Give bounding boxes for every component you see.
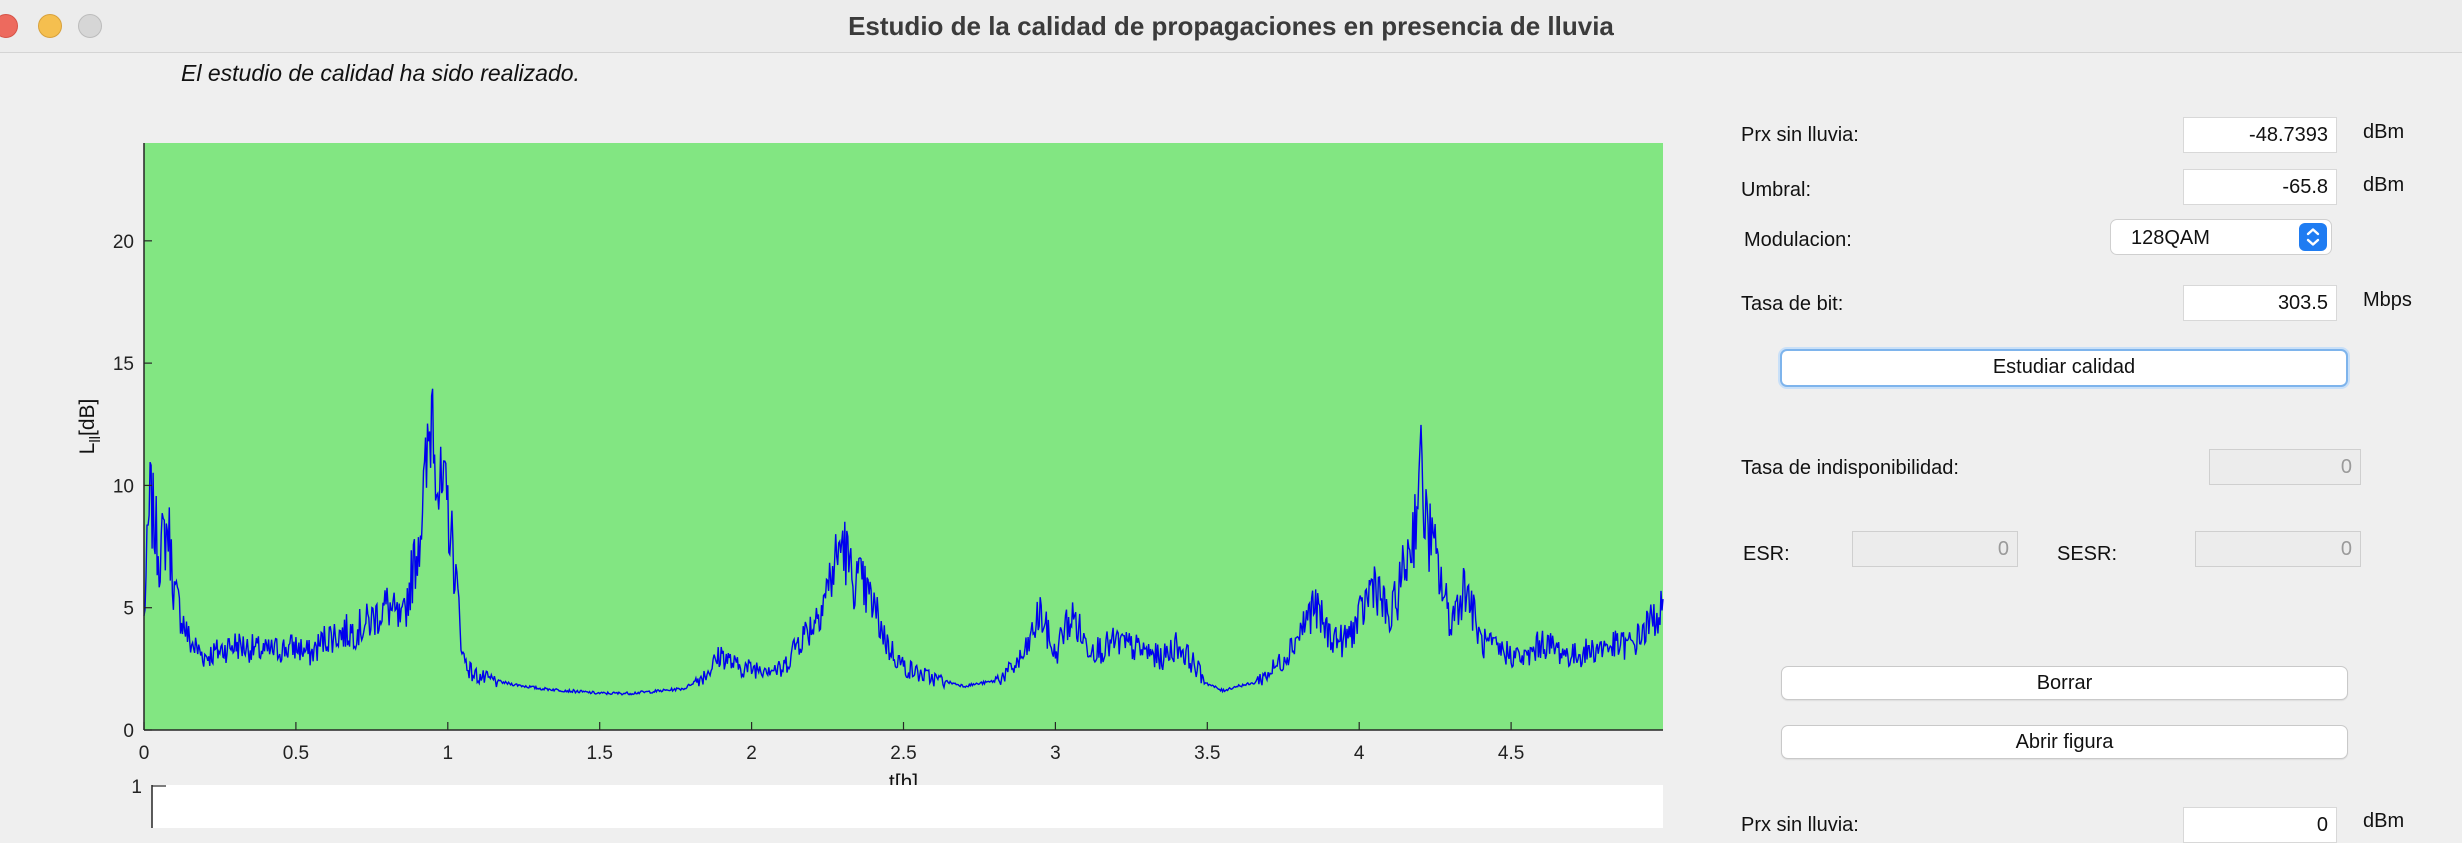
second-y-tick-label: 1 xyxy=(131,777,142,798)
modulacion-select-value: 128QAM xyxy=(2131,227,2210,249)
sesr-label: SESR: xyxy=(2057,543,2118,565)
prx-field[interactable]: -48.7393 xyxy=(2183,117,2337,153)
sesr-field: 0 xyxy=(2195,531,2361,567)
minimize-window-button[interactable] xyxy=(38,14,62,38)
prx-label: Prx sin lluvia: xyxy=(1741,124,1859,146)
window-titlebar: Estudio de la calidad de propagaciones e… xyxy=(0,0,2462,53)
prx-unit: dBm xyxy=(2363,121,2405,143)
tasa-bit-unit: Mbps xyxy=(2363,289,2412,311)
window-title: Estudio de la calidad de propagaciones e… xyxy=(848,11,1614,41)
esr-label: ESR: xyxy=(1743,543,1790,565)
tasa-bit-field[interactable]: 303.5 xyxy=(2183,285,2337,321)
y-tick-label: 5 xyxy=(123,599,134,620)
select-arrows-icon xyxy=(2299,223,2327,251)
status-message: El estudio de calidad ha sido realizado. xyxy=(181,60,580,86)
modulacion-select[interactable]: 128QAM xyxy=(2110,219,2332,255)
y-tick-label: 15 xyxy=(113,354,134,375)
y-tick-label: 10 xyxy=(113,476,134,497)
y-tick-label: 0 xyxy=(123,721,134,742)
open-figure-button[interactable]: Abrir figura xyxy=(1781,725,2348,759)
second-plot-area xyxy=(152,785,1663,828)
x-tick-label: 3.5 xyxy=(1194,743,1220,764)
zoom-window-button[interactable] xyxy=(78,14,102,38)
indisponibilidad-field: 0 xyxy=(2209,449,2361,485)
x-tick-label: 2 xyxy=(746,743,757,764)
attenuation-series-line xyxy=(143,388,1664,696)
x-tick-label: 1.5 xyxy=(586,743,612,764)
plot-area xyxy=(144,143,1663,730)
x-tick-label: 4 xyxy=(1354,743,1365,764)
x-tick-label: 3 xyxy=(1050,743,1061,764)
study-quality-button[interactable]: Estudiar calidad xyxy=(1780,349,2348,387)
prx2-label: Prx sin lluvia: xyxy=(1741,814,1859,836)
prx2-field[interactable]: 0 xyxy=(2183,807,2337,843)
umbral-field[interactable]: -65.8 xyxy=(2183,169,2337,205)
umbral-unit: dBm xyxy=(2363,174,2405,196)
modulacion-label: Modulacion: xyxy=(1744,229,1852,251)
umbral-label: Umbral: xyxy=(1741,179,1812,201)
y-axis-label: Lll[dB] xyxy=(76,399,104,455)
prx2-unit: dBm xyxy=(2363,810,2405,832)
y-tick-label: 20 xyxy=(113,232,134,253)
indisponibilidad-label: Tasa de indisponibilidad: xyxy=(1741,457,1959,479)
x-tick-label: 0 xyxy=(139,743,150,764)
tasa-bit-label: Tasa de bit: xyxy=(1741,293,1844,315)
close-window-button[interactable] xyxy=(0,14,18,38)
x-tick-label: 4.5 xyxy=(1498,743,1524,764)
clear-button[interactable]: Borrar xyxy=(1781,666,2348,700)
x-tick-label: 0.5 xyxy=(283,743,309,764)
esr-field: 0 xyxy=(1852,531,2018,567)
x-tick-label: 2.5 xyxy=(890,743,916,764)
x-tick-label: 1 xyxy=(443,743,454,764)
